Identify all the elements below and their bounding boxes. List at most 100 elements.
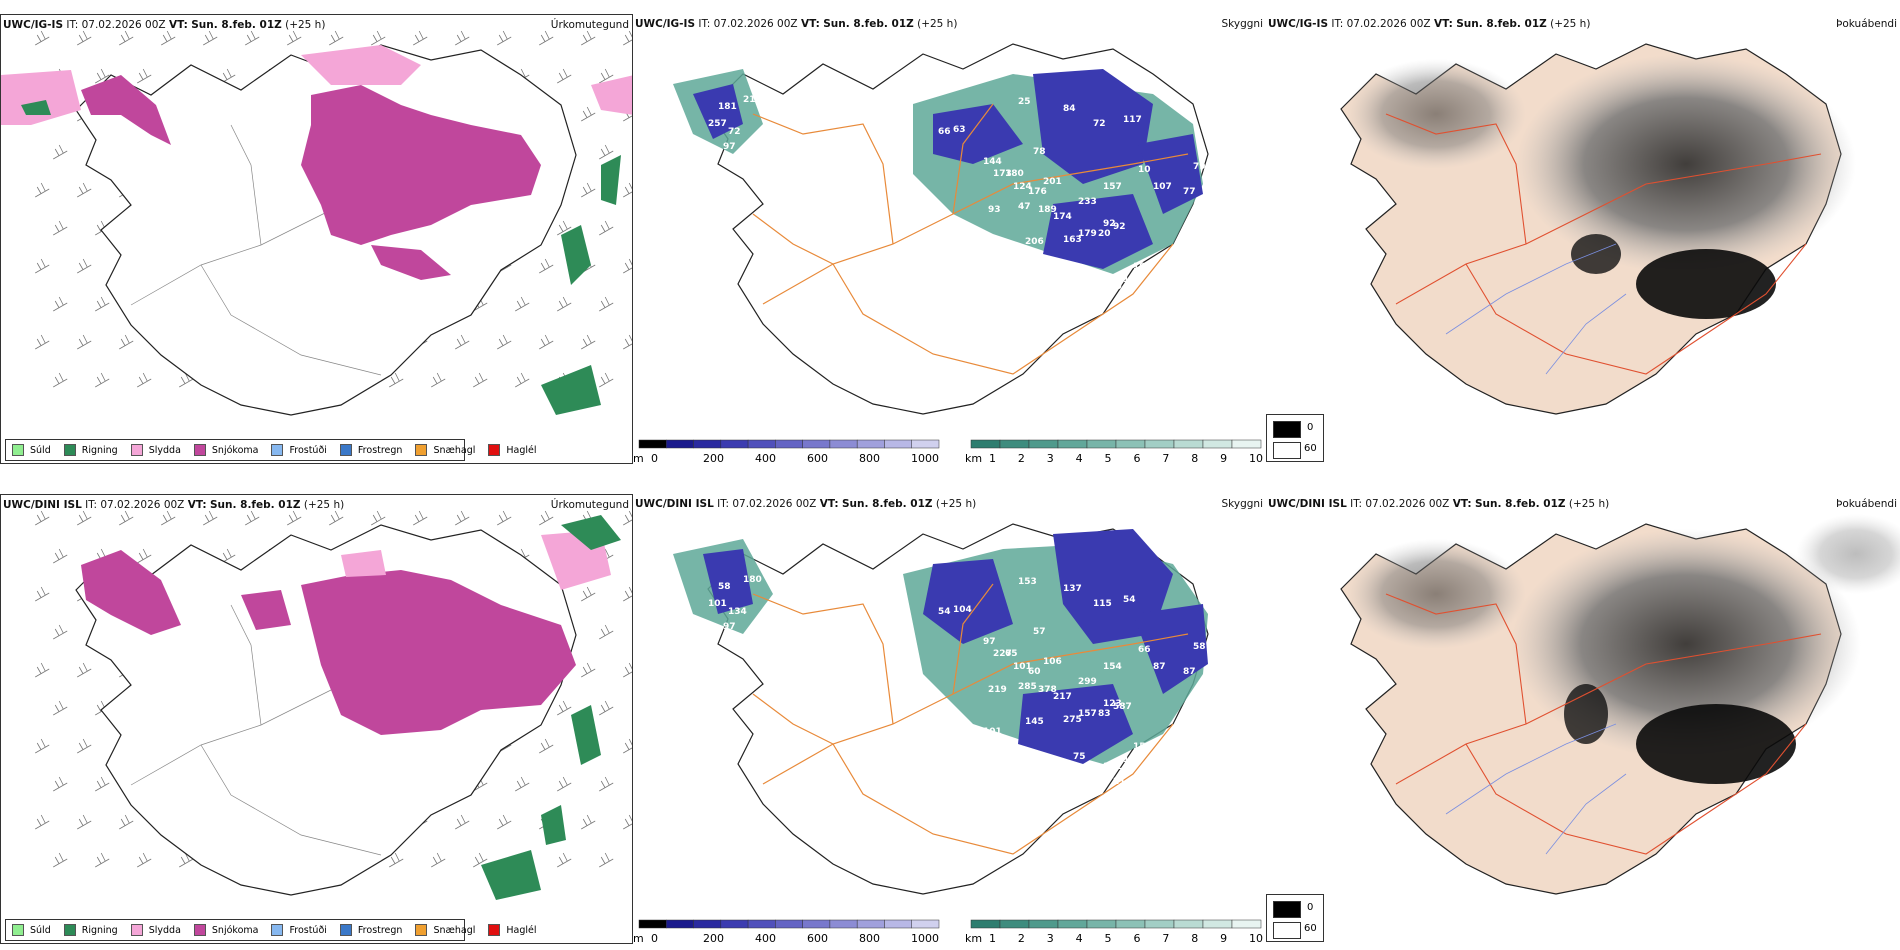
colorbar-segment — [802, 919, 831, 929]
wind-barb — [287, 510, 302, 526]
wind-barb — [557, 296, 572, 312]
wind-barb — [35, 334, 50, 350]
colorbar-unit: m — [633, 452, 644, 464]
visibility-value: 58 — [718, 582, 731, 592]
wind-barb — [35, 738, 50, 754]
colorbar-segment — [1231, 919, 1262, 929]
visibility-value: 201 — [1043, 177, 1062, 187]
legend-label: Frostregn — [357, 444, 403, 456]
wind-barb — [137, 372, 152, 388]
colorbar-tick: 1 — [989, 932, 996, 944]
colorbar-tick: 4 — [1076, 452, 1083, 464]
colorbar-segment — [747, 439, 776, 449]
legend-label: Snjókoma — [211, 924, 259, 936]
legend-item-snjókoma: Snjókoma — [193, 924, 259, 936]
visibility-value: 213 — [743, 95, 762, 105]
fog-legend: 0 60 — [1266, 414, 1324, 462]
wind-barb — [95, 852, 110, 868]
wind-barb — [35, 182, 50, 198]
wind-barb — [599, 372, 614, 388]
colorbar-tick: 800 — [859, 932, 880, 944]
wind-barb — [581, 662, 596, 678]
wind-barb — [53, 624, 68, 640]
snow-area — [81, 75, 541, 280]
visibility-value: 87 — [1153, 662, 1166, 672]
panel-title: UWC/IG-IS IT: 07.02.2026 00Z VT: Sun. 8.… — [635, 18, 957, 30]
wind-barb — [599, 220, 614, 236]
wind-barb — [431, 372, 446, 388]
valid-time: Sun. 8.feb. 01Z — [209, 499, 301, 511]
colorbar-tick: 1000 — [911, 932, 939, 944]
visibility-value: 92 — [1103, 219, 1116, 229]
wind-barb — [53, 372, 68, 388]
wind-barb — [53, 776, 68, 792]
legend-item-slydda: Slydda — [130, 924, 181, 936]
fog-legend-light-label: 60 — [1304, 923, 1317, 934]
visibility-value: 153 — [1133, 742, 1152, 752]
wind-barb — [95, 776, 110, 792]
colorbar-segment — [856, 439, 885, 449]
model-title: UWC/DINI ISL — [635, 498, 714, 510]
roads — [752, 103, 1189, 375]
wind-barb — [623, 738, 632, 754]
colorbar-segment — [911, 919, 940, 929]
visibility-value: 179 — [1078, 229, 1097, 239]
colorbar-segment — [1115, 919, 1146, 929]
wind-barb — [329, 510, 344, 526]
colorbar-segment — [638, 439, 667, 449]
roads — [1385, 593, 1822, 855]
legend-swatch — [130, 444, 143, 456]
visibility-value: 11 — [768, 575, 781, 585]
colorbar-tick: 400 — [755, 932, 776, 944]
legend-label: Snæhagl — [433, 924, 476, 936]
legend-item-snjókoma: Snjókoma — [193, 444, 258, 456]
wind-barb — [161, 510, 176, 526]
visibility-value: 99 — [978, 262, 991, 272]
visibility-value: 77 — [1183, 187, 1196, 197]
colorbar-unit: km — [965, 452, 982, 464]
visibility-value: 378 — [1038, 685, 1057, 695]
colorbar-tick: 9 — [1220, 452, 1227, 464]
wind-barb — [245, 30, 260, 46]
wind-barb — [455, 510, 470, 526]
snow-area — [81, 550, 576, 735]
visibility-value: 21 — [1113, 777, 1126, 787]
colorbar-segment — [829, 439, 858, 449]
lead-time: (+25 h) — [285, 19, 326, 31]
lead-time: (+25 h) — [1550, 18, 1591, 30]
wind-barb — [539, 258, 554, 274]
colorbar-segment — [1057, 919, 1088, 929]
visibility-value: 10 — [1138, 165, 1151, 175]
colorbar-tick: 3 — [1047, 932, 1054, 944]
visibility-value: 123 — [1103, 699, 1122, 709]
visibility-value: 217 — [1053, 692, 1072, 702]
legend-label: Haglél — [506, 444, 537, 456]
legend-swatch — [12, 444, 24, 456]
visibility-value: 109 — [1073, 272, 1092, 282]
visibility-value: 174 — [1053, 212, 1072, 222]
wind-barb — [53, 144, 68, 160]
valid-time: Sun. 8.feb. 01Z — [1456, 18, 1547, 30]
visibility-value: 181 — [718, 102, 737, 112]
wind-barb — [557, 68, 572, 84]
legend-label: Haglél — [506, 924, 537, 936]
visibility-value: 189 — [1038, 205, 1057, 215]
visibility-value: 144 — [983, 157, 1002, 167]
init-time: IT: 07.02.2026 00Z — [85, 499, 185, 511]
colorbar-segment — [666, 919, 694, 929]
visibility-value: 136 — [788, 617, 807, 627]
colorbar-segment — [1202, 439, 1233, 449]
wind-barb — [77, 814, 92, 830]
visibility-value: 25 — [1018, 97, 1031, 107]
colorbar-tick: 600 — [807, 452, 828, 464]
valid-time: Sun. 8.feb. 01Z — [1474, 498, 1566, 510]
precip-panel-name: Úrkomutegund — [550, 19, 629, 31]
lead-time: (+25 h) — [935, 498, 977, 510]
visibility-value: 66 — [938, 127, 951, 137]
panel-title: UWC/DINI ISL IT: 07.02.2026 00Z VT: Sun.… — [3, 499, 344, 511]
model-title: UWC/DINI ISL — [3, 499, 82, 511]
fog-panel-2: UWC/DINI ISL IT: 07.02.2026 00Z VT: Sun.… — [1266, 494, 1900, 944]
visibility-value: 180 — [1005, 169, 1024, 179]
wind-barb — [623, 182, 632, 198]
